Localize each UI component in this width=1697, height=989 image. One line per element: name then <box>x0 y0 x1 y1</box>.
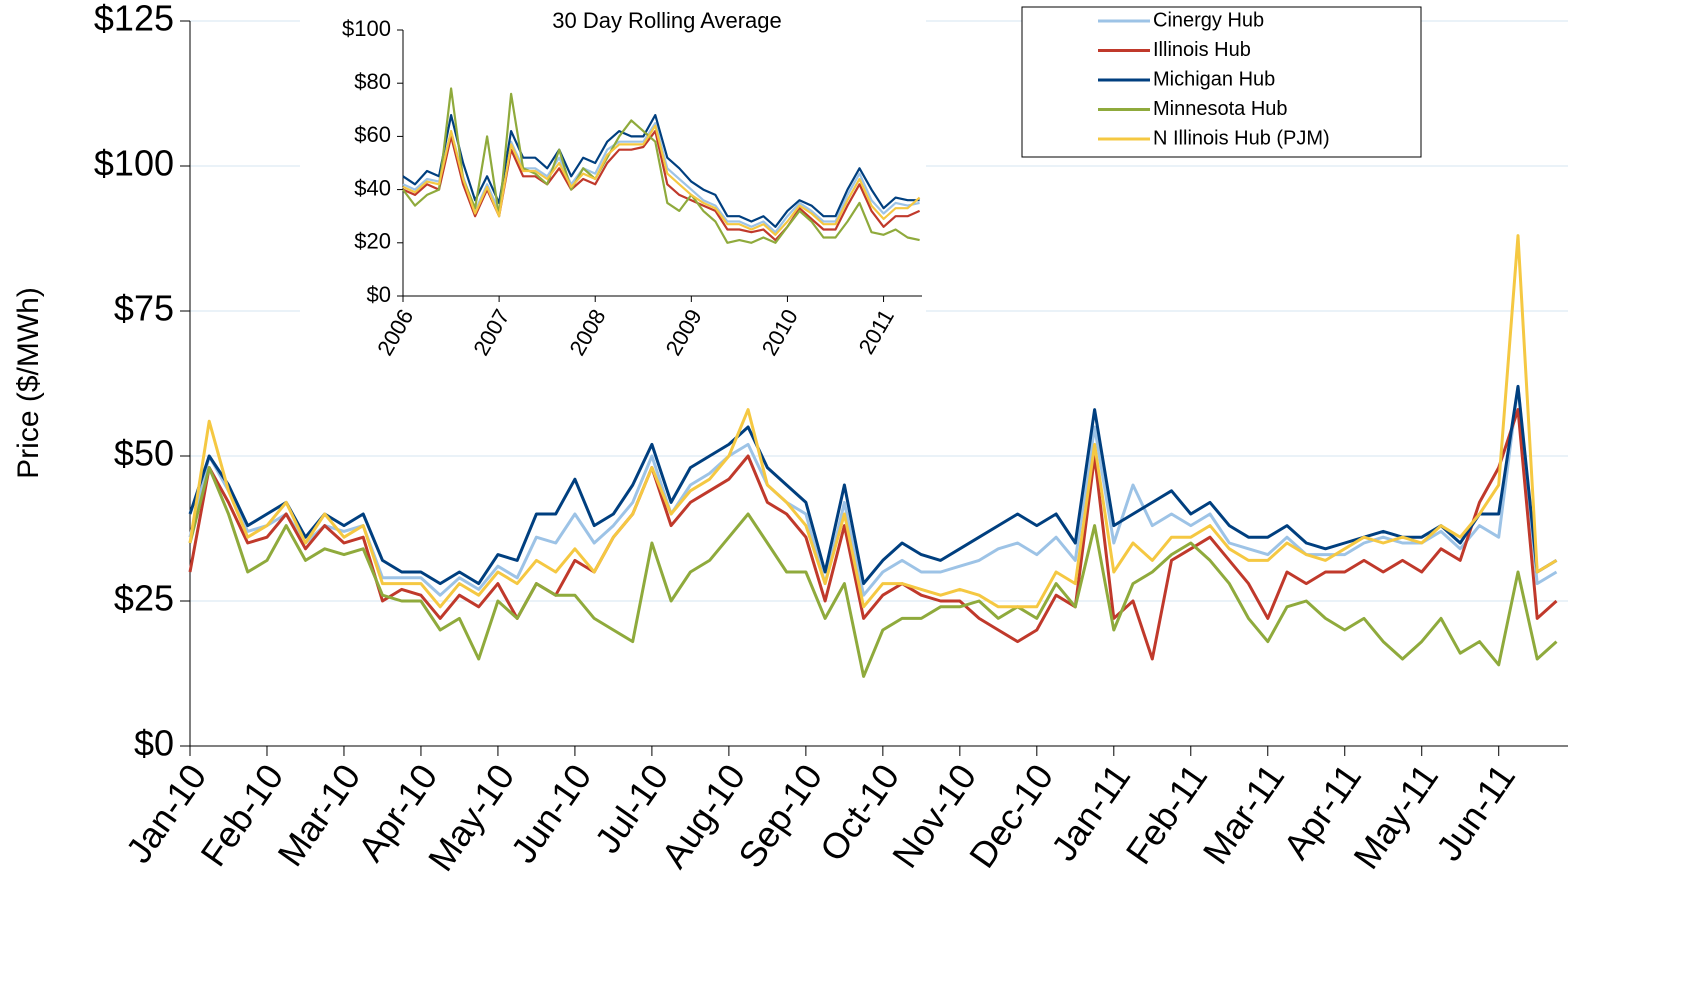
x-tick-label: Mar-11 <box>1195 757 1292 872</box>
legend: Cinergy Hub Illinois Hub Michigan Hub Minne… <box>1021 6 1422 158</box>
legend-label: Illinois Hub <box>1153 39 1251 61</box>
series-line <box>188 384 1558 586</box>
legend-label: Minnesota Hub <box>1153 98 1288 120</box>
series-line <box>402 87 920 244</box>
y-tick-label: $20 <box>354 229 391 254</box>
y-tick-label: $25 <box>114 578 174 619</box>
legend-label: Cinergy Hub <box>1153 9 1264 31</box>
y-tick-label: $40 <box>354 175 391 200</box>
x-tick-label: Jun-10 <box>503 757 600 871</box>
legend-box <box>1021 6 1422 158</box>
legend-label: N Illinois Hub (PJM) <box>1153 127 1330 149</box>
y-tick-label: $60 <box>354 122 391 147</box>
y-tick-label: $125 <box>94 0 174 39</box>
legend-label: Michigan Hub <box>1153 68 1275 90</box>
y-axis-title: Price ($/MWh) <box>12 287 45 479</box>
y-tick-label: $100 <box>94 143 174 184</box>
y-tick-label: $75 <box>114 288 174 329</box>
series-line <box>188 234 1558 609</box>
x-tick-label: Mar-10 <box>269 757 368 874</box>
x-tick-label: Dec-10 <box>961 757 1061 876</box>
y-tick-label: $0 <box>134 723 174 764</box>
y-tick-label: $80 <box>354 69 391 94</box>
series-line <box>402 124 921 236</box>
x-tick-label: Jun-11 <box>1428 757 1523 868</box>
y-tick-label: $100 <box>342 16 391 41</box>
x-tick-label: Feb-11 <box>1118 757 1215 872</box>
series-line <box>188 384 1558 597</box>
series-line <box>402 114 920 228</box>
y-tick-label: $0 <box>367 282 391 307</box>
inset-title: 30 Day Rolling Average <box>552 8 782 33</box>
series-line <box>188 466 1558 678</box>
y-tick-label: $50 <box>114 433 174 474</box>
series-line <box>188 408 1558 661</box>
